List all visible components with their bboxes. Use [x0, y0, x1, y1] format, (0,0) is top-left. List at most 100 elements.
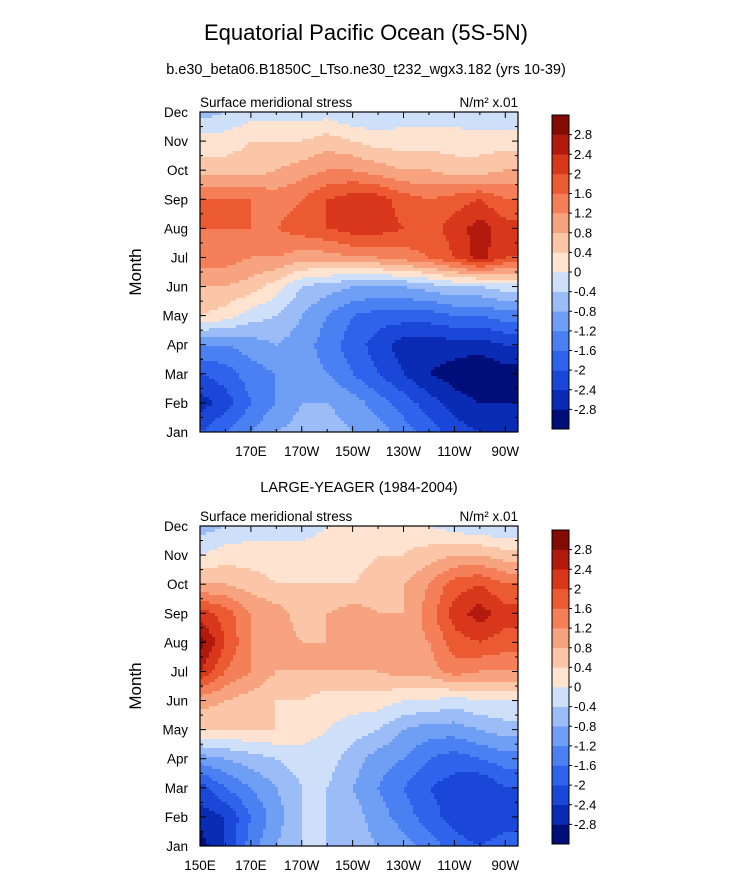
colorbar-label-1: -2: [574, 363, 586, 378]
colorbar-swatch-1: [552, 409, 569, 429]
colorbar-label-2: -2.4: [574, 797, 596, 812]
colorbar-swatch-2: [552, 726, 569, 746]
colorbar-swatch-2: [552, 687, 569, 707]
y-tick-label-apr-2: Apr: [167, 752, 189, 767]
colorbar-swatch-1: [552, 272, 569, 292]
colorbar-label-1: -2.8: [574, 402, 596, 417]
colorbar-swatch-1: [552, 174, 569, 194]
colorbar-swatch-1: [552, 252, 569, 272]
colorbar-swatch-2: [552, 785, 569, 805]
colorbar-label-2: 0.4: [574, 660, 592, 675]
y-tick-label-feb-1: Feb: [165, 396, 188, 411]
x-tick-label-170w-2: 170W: [284, 858, 320, 873]
colorbar-swatch-1: [552, 390, 569, 410]
colorbar-swatch-1: [552, 194, 569, 214]
colorbar-label-1: 0.4: [574, 245, 592, 260]
colorbar-swatch-1: [552, 311, 569, 331]
heatmap-field-1: [200, 112, 519, 433]
x-tick-label-90w-1: 90W: [491, 444, 519, 459]
y-tick-label-jun-1: Jun: [166, 280, 188, 295]
colorbar-label-2: 1.6: [574, 601, 592, 616]
y-axis-title-1: Month: [126, 248, 145, 295]
y-tick-label-may-2: May: [162, 723, 188, 738]
y-tick-label-nov-2: Nov: [164, 548, 188, 563]
colorbar-swatch-2: [552, 746, 569, 766]
y-tick-label-dec-1: Dec: [164, 105, 188, 120]
colorbar-swatch-2: [552, 707, 569, 727]
colorbar-swatch-2: [552, 550, 569, 570]
colorbar-label-2: -1.6: [574, 758, 596, 773]
colorbar-2: -2.8-2.4-2-1.6-1.2-0.8-0.400.40.81.21.62…: [552, 530, 596, 844]
y-tick-label-mar-1: Mar: [165, 367, 189, 382]
colorbar-swatch-1: [552, 154, 569, 174]
y-tick-label-mar-2: Mar: [165, 781, 189, 796]
colorbar-swatch-2: [552, 648, 569, 668]
colorbar-label-2: -1.2: [574, 738, 596, 753]
y-tick-label-oct-1: Oct: [167, 163, 188, 178]
field-label-1: Surface meridional stress: [200, 95, 353, 110]
colorbar-swatch-2: [552, 805, 569, 825]
x-tick-label-150e-2: 150E: [184, 858, 216, 873]
x-tick-label-150w-2: 150W: [335, 858, 371, 873]
y-tick-label-may-1: May: [162, 309, 188, 324]
colorbar-label-1: 2.8: [574, 127, 592, 142]
colorbar-label-2: 0.8: [574, 640, 592, 655]
x-tick-label-130w-1: 130W: [386, 444, 422, 459]
y-axis-title-2: Month: [126, 662, 145, 709]
colorbar-swatch-2: [552, 667, 569, 687]
colorbar-swatch-2: [552, 824, 569, 844]
x-tick-label-170w-1: 170W: [284, 444, 320, 459]
y-tick-label-jul-2: Jul: [171, 664, 188, 679]
colorbar-swatch-1: [552, 351, 569, 371]
colorbar-swatch-2: [552, 766, 569, 786]
colorbar-label-2: -2.8: [574, 817, 596, 832]
colorbar-label-2: -2: [574, 778, 586, 793]
colorbar-swatch-2: [552, 628, 569, 648]
panel-title-2: LARGE-YEAGER (1984-2004): [260, 480, 457, 496]
units-label-2: N/m² x.01: [459, 509, 518, 524]
y-tick-label-aug-2: Aug: [164, 635, 188, 650]
colorbar-swatch-2: [552, 569, 569, 589]
colorbar-label-2: 2.8: [574, 542, 592, 557]
colorbar-1: -2.8-2.4-2-1.6-1.2-0.8-0.400.40.81.21.62…: [552, 115, 596, 429]
y-tick-label-jan-2: Jan: [166, 839, 188, 854]
x-tick-label-110w-1: 110W: [437, 444, 472, 459]
colorbar-label-1: -1.2: [574, 323, 596, 338]
units-label-1: N/m² x.01: [459, 95, 518, 110]
chart-panel-2: Surface meridional stress N/m² x.01LARGE-…: [126, 480, 596, 873]
colorbar-label-1: -2.4: [574, 382, 596, 397]
chart-panel-1: Surface meridional stress N/m² x.01JanFeb…: [126, 95, 596, 459]
colorbar-label-1: 0.8: [574, 225, 592, 240]
colorbar-label-1: 0: [574, 265, 581, 280]
x-tick-label-90w-2: 90W: [491, 858, 519, 873]
x-tick-label-110w-2: 110W: [437, 858, 472, 873]
colorbar-swatch-1: [552, 135, 569, 155]
colorbar-label-2: 2.4: [574, 562, 592, 577]
colorbar-label-2: 2: [574, 581, 581, 596]
colorbar-swatch-1: [552, 213, 569, 233]
colorbar-label-1: 2: [574, 166, 581, 181]
field-label-2: Surface meridional stress: [200, 509, 353, 524]
y-tick-label-feb-2: Feb: [165, 810, 188, 825]
y-tick-label-jul-1: Jul: [171, 250, 188, 265]
colorbar-label-1: -1.6: [574, 343, 596, 358]
y-tick-label-sep-2: Sep: [164, 606, 188, 621]
x-tick-label-170e-2: 170E: [235, 858, 267, 873]
colorbar-swatch-2: [552, 589, 569, 609]
y-tick-label-aug-1: Aug: [164, 221, 188, 236]
colorbar-swatch-1: [552, 115, 569, 135]
colorbar-swatch-2: [552, 530, 569, 550]
colorbar-label-1: -0.8: [574, 304, 596, 319]
heatmap-field-2: [200, 526, 519, 847]
colorbar-label-2: 0: [574, 680, 581, 695]
colorbar-label-2: 1.2: [574, 621, 592, 636]
colorbar-label-1: 2.4: [574, 147, 592, 162]
colorbar-label-2: -0.4: [574, 699, 596, 714]
colorbar-swatch-1: [552, 233, 569, 253]
x-tick-label-170e-1: 170E: [235, 444, 267, 459]
y-tick-label-apr-1: Apr: [167, 338, 189, 353]
colorbar-swatch-1: [552, 292, 569, 312]
x-tick-label-130w-2: 130W: [386, 858, 422, 873]
y-tick-label-sep-1: Sep: [164, 192, 188, 207]
